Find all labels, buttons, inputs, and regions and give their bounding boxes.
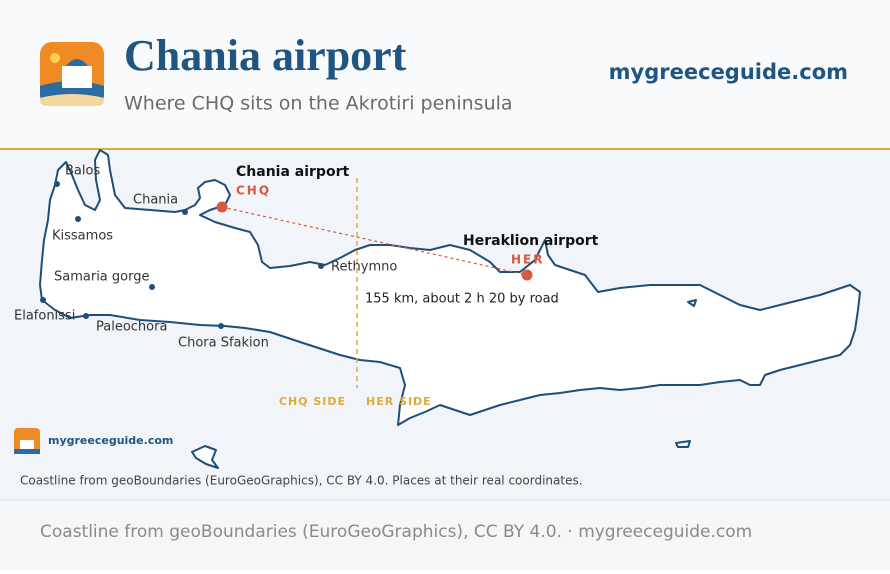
caption: Coastline from geoBoundaries (EuroGeoGra… bbox=[20, 474, 583, 488]
watermark: mygreeceguide.com bbox=[48, 434, 173, 447]
header-bg bbox=[0, 0, 890, 148]
place-label: Kissamos bbox=[52, 229, 113, 244]
route bbox=[221, 206, 528, 276]
title: Chania airport bbox=[124, 31, 407, 80]
header-rule bbox=[0, 148, 890, 150]
logo bbox=[40, 42, 104, 106]
subtitle: Where CHQ sits on the Akrotiri peninsula bbox=[124, 93, 513, 115]
place-label: Chora Sfakion bbox=[178, 336, 269, 351]
route-label: 155 km, about 2 h 20 by road bbox=[365, 292, 559, 307]
side-label: HER SIDE bbox=[366, 395, 432, 408]
place-label: Rethymno bbox=[331, 260, 397, 275]
place-label: Elafonissi bbox=[14, 309, 75, 324]
place-dots bbox=[40, 181, 324, 329]
place-label: Balos bbox=[65, 164, 100, 179]
place-label: Paleochora bbox=[96, 320, 167, 335]
brand: mygreeceguide.com bbox=[609, 60, 848, 84]
coastline bbox=[39, 149, 861, 469]
side-label: CHQ SIDE bbox=[279, 395, 346, 408]
her-dot bbox=[521, 269, 533, 281]
airport-name: Heraklion airport bbox=[463, 233, 599, 249]
place-label: Samaria gorge bbox=[54, 270, 149, 285]
place-label: Chania bbox=[133, 193, 178, 208]
footer-bg bbox=[0, 500, 890, 570]
airport-code: HER bbox=[511, 253, 544, 267]
chq-dot bbox=[216, 201, 228, 213]
airport-name: Chania airport bbox=[236, 164, 349, 180]
watermark-logo bbox=[14, 428, 40, 454]
footer-text: Coastline from geoBoundaries (EuroGeoGra… bbox=[40, 522, 752, 542]
airport-code: CHQ bbox=[236, 184, 271, 198]
